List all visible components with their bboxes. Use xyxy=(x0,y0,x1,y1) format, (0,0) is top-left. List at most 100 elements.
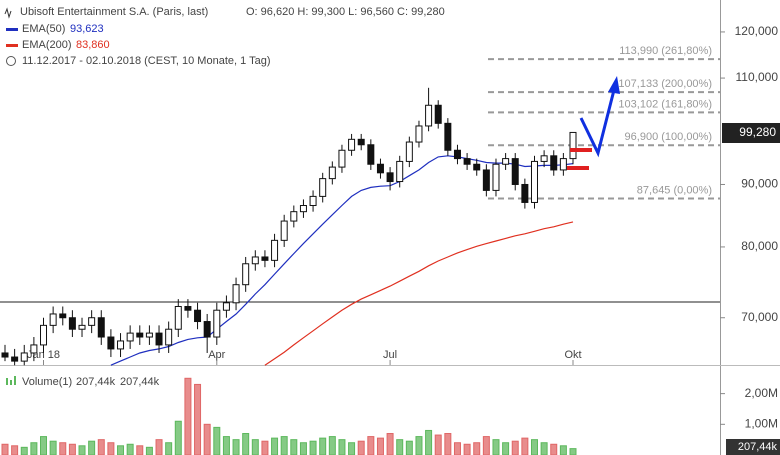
volume-bar xyxy=(540,442,548,455)
candle-body xyxy=(357,138,365,146)
volume-bar xyxy=(1,443,9,455)
candle-body xyxy=(155,332,163,346)
volume-bar xyxy=(492,439,500,455)
candle-body xyxy=(348,138,356,151)
volume-bar xyxy=(405,440,413,455)
volume-bar xyxy=(213,426,221,455)
candle-body xyxy=(502,158,510,165)
legend-value: 83,860 xyxy=(76,39,110,51)
volume-bar xyxy=(97,439,105,455)
volume-icon xyxy=(6,378,8,385)
volume-bar xyxy=(155,439,163,455)
volume-bar xyxy=(242,433,250,455)
volume-legend-value: 207,44k xyxy=(120,376,160,388)
drawing xyxy=(567,76,620,170)
volume-bar xyxy=(88,440,96,455)
volume-bar xyxy=(59,442,67,455)
candle-body xyxy=(492,163,500,191)
volume-bar xyxy=(396,439,404,455)
candle-body xyxy=(251,256,259,265)
y-tick-label: 80,000 xyxy=(741,239,778,253)
legend-value: 93,623 xyxy=(70,23,104,35)
volume-bar xyxy=(463,443,471,455)
volume-bar xyxy=(453,442,461,455)
projection-arrow xyxy=(579,89,616,158)
candle-body xyxy=(511,158,519,185)
candle-body xyxy=(550,155,558,171)
candle-body xyxy=(290,211,298,222)
volume-bar xyxy=(348,442,356,455)
candle-body xyxy=(222,302,230,311)
clock-icon xyxy=(6,56,16,66)
volume-bar xyxy=(117,445,125,455)
candle-body xyxy=(309,195,317,207)
volume-legend-value: 207,44k xyxy=(76,376,116,388)
volume-bar xyxy=(136,445,144,455)
volume-bar xyxy=(319,437,327,455)
volume-bar xyxy=(290,439,298,455)
volume-bar xyxy=(299,442,307,455)
candle-body xyxy=(405,141,413,162)
candle-body xyxy=(530,160,538,203)
volume-bar xyxy=(473,442,481,455)
volume-bar xyxy=(511,440,519,455)
volume-bar xyxy=(425,429,433,455)
legend-swatch xyxy=(6,28,18,31)
volume-bar xyxy=(521,437,529,455)
legend-label: EMA(50) xyxy=(22,23,65,35)
volume-legend: Volume(1) xyxy=(22,376,72,388)
price-box-label: 99,280 xyxy=(739,125,776,139)
candle-body xyxy=(559,158,567,171)
legend-icon xyxy=(4,7,12,19)
candle-body xyxy=(367,144,375,165)
volume-bar xyxy=(203,423,211,455)
volume-bar xyxy=(40,436,48,455)
candle-body xyxy=(20,352,28,362)
legend-swatch xyxy=(6,44,18,47)
candle-body xyxy=(145,332,153,338)
candle-body xyxy=(338,149,346,168)
volume-bar xyxy=(271,437,279,455)
candle-body xyxy=(569,131,577,160)
candle-body xyxy=(11,356,19,362)
candle-body xyxy=(376,163,384,174)
candle-body xyxy=(165,328,173,346)
volume-bar xyxy=(434,434,442,455)
date-range: 11.12.2017 - 02.10.2018 (CEST, 10 Monate… xyxy=(22,55,270,67)
volume-bar xyxy=(126,443,134,455)
volume-bar xyxy=(386,433,394,455)
legend: Ubisoft Entertainment S.A. (Paris, last)… xyxy=(4,6,445,388)
volume-bar xyxy=(569,448,577,455)
volume-bar xyxy=(174,420,182,455)
price-box xyxy=(722,123,780,143)
volume-bar xyxy=(530,439,538,455)
candle-body xyxy=(174,305,182,330)
candle-body xyxy=(396,160,404,183)
volume-bar xyxy=(550,443,558,455)
candle-body xyxy=(540,155,548,162)
candle-body xyxy=(415,125,423,143)
candle-body xyxy=(328,166,336,180)
volume-bar xyxy=(367,436,375,455)
volume-bar xyxy=(415,436,423,455)
y-tick-label: 110,000 xyxy=(736,70,779,84)
candle-body xyxy=(232,284,240,304)
candle-body xyxy=(107,336,115,350)
fib-label: 96,900 (100,00%) xyxy=(625,131,712,143)
candle-body xyxy=(425,104,433,127)
volume-bar xyxy=(251,439,259,455)
volume-icon xyxy=(14,376,16,385)
y-tick-label: 90,000 xyxy=(741,177,778,191)
y-tick-label: 120,000 xyxy=(735,24,779,38)
volume-bar xyxy=(222,436,230,455)
candle-body xyxy=(194,309,202,323)
candle-body xyxy=(30,344,38,354)
volume-bar xyxy=(376,437,384,455)
candle-body xyxy=(97,317,105,338)
volume-bar xyxy=(184,377,192,455)
fib-label: 87,645 (0,00%) xyxy=(637,184,712,196)
candle-body xyxy=(117,340,125,350)
volume-bar xyxy=(482,436,490,455)
